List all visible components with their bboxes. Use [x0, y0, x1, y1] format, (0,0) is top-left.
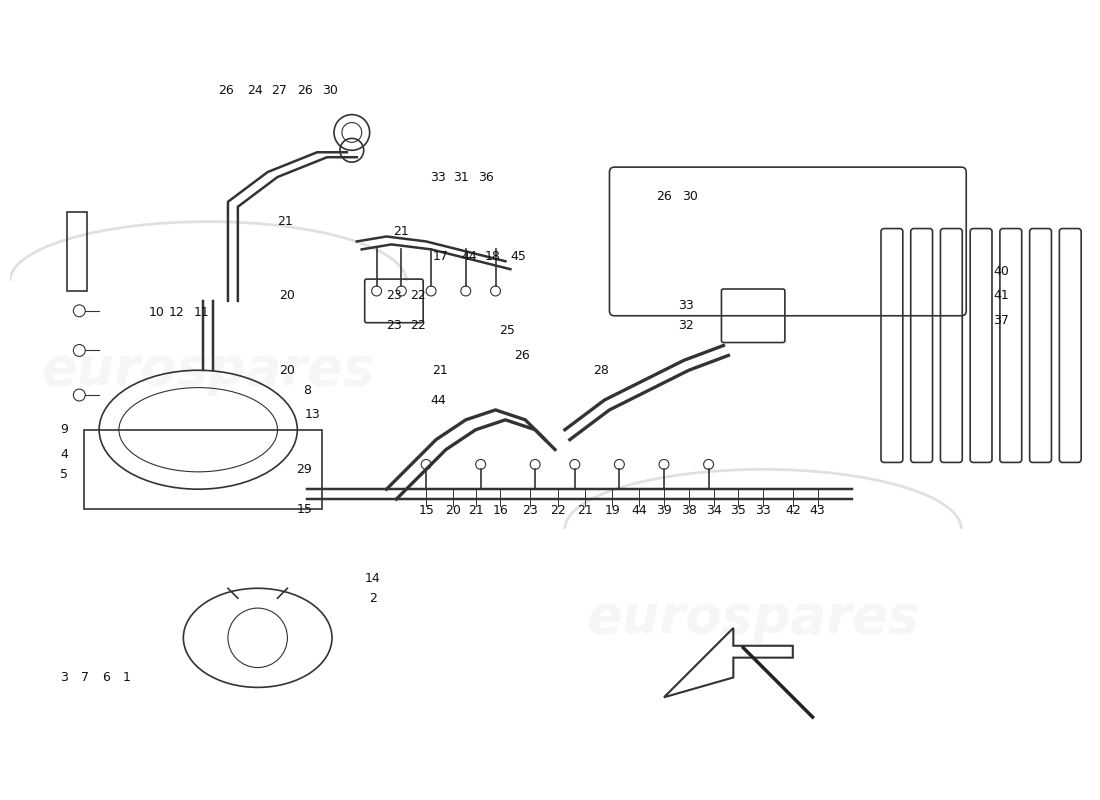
Text: 22: 22	[410, 290, 426, 302]
Text: 16: 16	[493, 505, 508, 518]
Text: 33: 33	[678, 299, 694, 312]
Text: 5: 5	[60, 468, 68, 481]
Text: 33: 33	[756, 505, 771, 518]
Text: 19: 19	[605, 505, 620, 518]
Text: 33: 33	[430, 170, 446, 183]
Text: 13: 13	[305, 408, 320, 422]
Text: 40: 40	[993, 265, 1009, 278]
Text: 22: 22	[550, 505, 565, 518]
Text: 8: 8	[304, 383, 311, 397]
Text: 31: 31	[453, 170, 469, 183]
Text: 6: 6	[102, 671, 110, 684]
Text: 35: 35	[730, 505, 746, 518]
Text: 17: 17	[433, 250, 449, 263]
Text: 28: 28	[594, 364, 609, 377]
Text: 10: 10	[148, 306, 165, 319]
Text: 30: 30	[322, 84, 338, 98]
Text: 12: 12	[168, 306, 185, 319]
Text: 21: 21	[394, 225, 409, 238]
Text: 2: 2	[368, 592, 376, 605]
Text: 7: 7	[81, 671, 89, 684]
Text: 37: 37	[993, 314, 1009, 327]
Text: 32: 32	[678, 319, 694, 332]
Text: 18: 18	[485, 250, 501, 263]
Text: 22: 22	[410, 319, 426, 332]
Text: 38: 38	[681, 505, 696, 518]
Text: 20: 20	[279, 364, 295, 377]
Text: 15: 15	[418, 505, 434, 518]
Text: 27: 27	[272, 84, 287, 98]
Text: 24: 24	[246, 84, 263, 98]
Text: 21: 21	[468, 505, 484, 518]
Text: 44: 44	[461, 250, 476, 263]
Text: 23: 23	[522, 505, 538, 518]
Text: 39: 39	[656, 505, 672, 518]
Text: 26: 26	[297, 84, 313, 98]
Text: 36: 36	[477, 170, 494, 183]
Text: 26: 26	[218, 84, 234, 98]
Text: 4: 4	[60, 448, 68, 461]
Text: 29: 29	[296, 463, 312, 476]
Text: 21: 21	[432, 364, 448, 377]
Text: 26: 26	[515, 349, 530, 362]
Text: 11: 11	[194, 306, 209, 319]
Text: 3: 3	[60, 671, 68, 684]
Text: 21: 21	[277, 215, 294, 228]
Text: eurospares: eurospares	[586, 592, 920, 644]
Text: 1: 1	[123, 671, 131, 684]
Text: 14: 14	[365, 572, 381, 585]
Text: 44: 44	[430, 394, 446, 406]
Text: eurospares: eurospares	[42, 344, 375, 396]
Text: 21: 21	[576, 505, 593, 518]
Text: 26: 26	[656, 190, 672, 203]
Text: 23: 23	[386, 290, 403, 302]
Text: 9: 9	[60, 423, 68, 436]
Text: 20: 20	[279, 290, 295, 302]
Text: 43: 43	[810, 505, 825, 518]
Text: 34: 34	[705, 505, 722, 518]
Text: 30: 30	[682, 190, 697, 203]
Text: 25: 25	[499, 324, 515, 337]
Text: 15: 15	[296, 502, 312, 515]
Text: 45: 45	[510, 250, 526, 263]
Text: 44: 44	[631, 505, 647, 518]
Text: 42: 42	[785, 505, 801, 518]
Text: 41: 41	[993, 290, 1009, 302]
Text: 23: 23	[386, 319, 403, 332]
Text: 20: 20	[446, 505, 461, 518]
